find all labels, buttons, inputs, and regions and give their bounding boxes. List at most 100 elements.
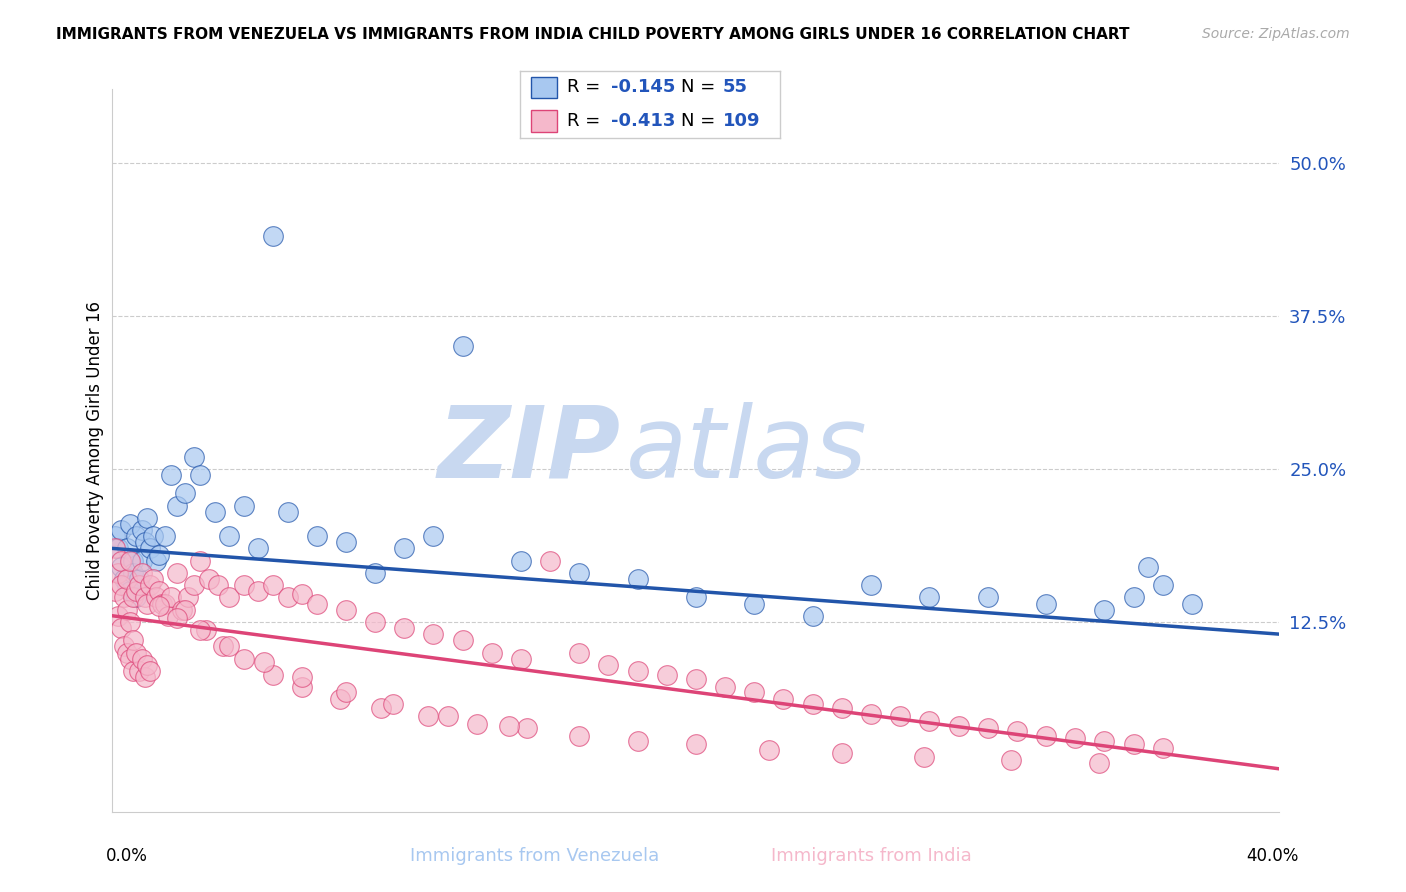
Point xyxy=(422,627,444,641)
Point xyxy=(1122,737,1144,751)
Point xyxy=(247,584,270,599)
Point xyxy=(122,664,145,678)
Point xyxy=(1181,597,1204,611)
FancyBboxPatch shape xyxy=(530,77,557,98)
Point xyxy=(394,621,416,635)
Point xyxy=(568,566,591,580)
Point xyxy=(627,572,650,586)
Point xyxy=(183,450,205,464)
Point xyxy=(107,608,129,623)
Point xyxy=(183,578,205,592)
Point xyxy=(685,673,707,687)
Y-axis label: Child Poverty Among Girls Under 16: Child Poverty Among Girls Under 16 xyxy=(86,301,104,600)
Point xyxy=(148,599,170,613)
Point xyxy=(685,737,707,751)
Point xyxy=(128,572,150,586)
Point xyxy=(758,743,780,757)
Point xyxy=(860,578,883,592)
Point xyxy=(188,554,211,568)
Point xyxy=(598,657,620,672)
Point xyxy=(742,684,765,698)
Point xyxy=(1035,729,1057,743)
Point xyxy=(118,615,141,629)
Point xyxy=(714,680,737,694)
Point xyxy=(948,719,970,733)
Point xyxy=(136,597,159,611)
Point xyxy=(118,584,141,599)
Point xyxy=(125,529,148,543)
Point xyxy=(568,646,591,660)
Point xyxy=(125,591,148,605)
Point xyxy=(115,578,138,592)
Text: Immigrants from India: Immigrants from India xyxy=(772,847,972,864)
Point xyxy=(218,591,240,605)
Text: -0.413: -0.413 xyxy=(612,112,676,130)
Point xyxy=(148,584,170,599)
Point xyxy=(394,541,416,556)
Point xyxy=(1035,597,1057,611)
Point xyxy=(125,646,148,660)
Point xyxy=(104,529,127,543)
Point xyxy=(112,640,135,654)
Point xyxy=(204,505,226,519)
Point xyxy=(1137,559,1160,574)
Point xyxy=(465,716,488,731)
Point xyxy=(1152,741,1174,756)
Point xyxy=(134,670,156,684)
Point xyxy=(232,499,254,513)
Point xyxy=(831,746,853,760)
Point xyxy=(115,572,138,586)
Point xyxy=(538,554,561,568)
Point xyxy=(498,719,520,733)
Point xyxy=(122,633,145,648)
FancyBboxPatch shape xyxy=(530,111,557,131)
Point xyxy=(128,664,150,678)
Point xyxy=(253,656,276,670)
Point xyxy=(364,615,387,629)
Point xyxy=(131,566,153,580)
Point xyxy=(118,651,141,665)
Point xyxy=(125,584,148,599)
Point xyxy=(174,602,197,616)
Point xyxy=(104,584,127,599)
Point xyxy=(335,535,357,549)
Text: -0.145: -0.145 xyxy=(612,78,676,96)
Point xyxy=(1122,591,1144,605)
Text: Immigrants from Venezuela: Immigrants from Venezuela xyxy=(409,847,659,864)
Point xyxy=(174,486,197,500)
Point xyxy=(139,578,162,592)
Point xyxy=(232,578,254,592)
Point xyxy=(437,709,460,723)
Point xyxy=(153,529,176,543)
Point xyxy=(145,591,167,605)
Point xyxy=(118,554,141,568)
Point xyxy=(150,597,173,611)
Point xyxy=(381,697,404,711)
Point xyxy=(110,621,132,635)
Point xyxy=(139,541,162,556)
Text: N =: N = xyxy=(682,112,716,130)
Text: R =: R = xyxy=(567,78,600,96)
Point xyxy=(122,591,145,605)
Point xyxy=(197,572,219,586)
Point xyxy=(305,597,328,611)
Text: R =: R = xyxy=(567,112,600,130)
Point xyxy=(889,709,911,723)
Point xyxy=(262,667,284,681)
Point xyxy=(1000,753,1022,767)
Point xyxy=(166,499,188,513)
Point xyxy=(976,591,998,605)
Point xyxy=(801,697,824,711)
Point xyxy=(142,529,165,543)
Point xyxy=(1064,731,1087,746)
Point xyxy=(742,597,765,611)
Point xyxy=(104,541,127,556)
Text: N =: N = xyxy=(682,78,716,96)
Point xyxy=(685,591,707,605)
Point xyxy=(156,608,179,623)
Point xyxy=(194,624,217,638)
Point xyxy=(232,651,254,665)
Point xyxy=(148,548,170,562)
Point xyxy=(291,680,314,694)
Point xyxy=(627,664,650,678)
